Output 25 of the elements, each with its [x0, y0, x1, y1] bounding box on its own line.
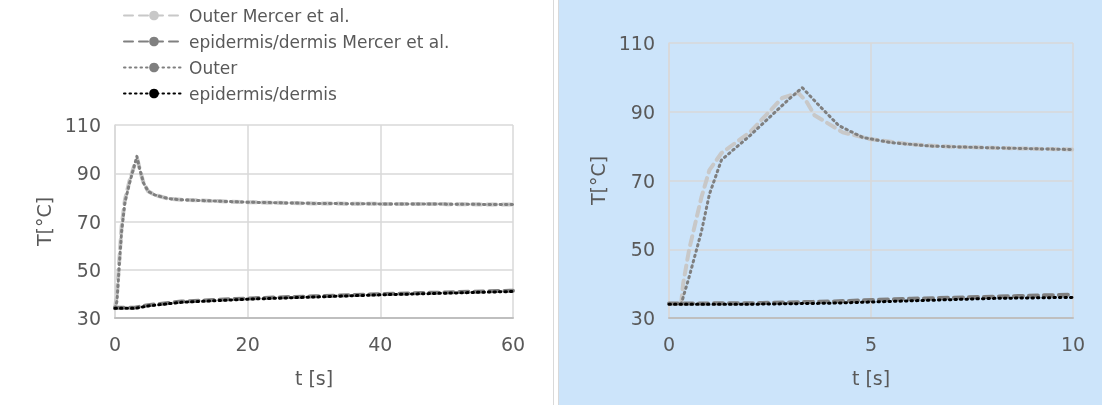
x-tick-label: 0 — [108, 332, 122, 355]
x-axis-title: t [s] — [851, 366, 891, 389]
y-tick-label: 90 — [630, 100, 655, 123]
y-tick-label: 90 — [76, 162, 101, 185]
y-tick-label: 50 — [76, 258, 101, 281]
x-tick-label: 0 — [662, 332, 676, 355]
y-tick-label: 30 — [76, 307, 101, 329]
y-tick-label: 70 — [76, 210, 101, 233]
legend-label: Outer — [189, 57, 238, 78]
y-axis-title: T[°C] — [33, 196, 56, 248]
x-tick-label: 10 — [1060, 332, 1086, 355]
y-tick-label: 110 — [618, 32, 655, 54]
legend-label: epidermis/dermis — [189, 83, 337, 104]
x-tick-label: 5 — [864, 332, 878, 355]
y-tick-label: 50 — [630, 238, 655, 261]
y-tick-label: 70 — [630, 169, 655, 192]
x-tick-label: 60 — [500, 332, 526, 355]
x-tick-label: 40 — [368, 332, 393, 355]
y-tick-label: 30 — [630, 307, 655, 329]
x-tick-label: 20 — [235, 332, 260, 355]
legend-label: Outer Mercer et al. — [189, 5, 350, 26]
y-axis-title: T[°C] — [587, 155, 610, 207]
y-tick-label: 110 — [64, 114, 101, 136]
legend-label: epidermis/dermis Mercer et al. — [189, 31, 450, 52]
x-axis-title: t [s] — [294, 366, 334, 389]
